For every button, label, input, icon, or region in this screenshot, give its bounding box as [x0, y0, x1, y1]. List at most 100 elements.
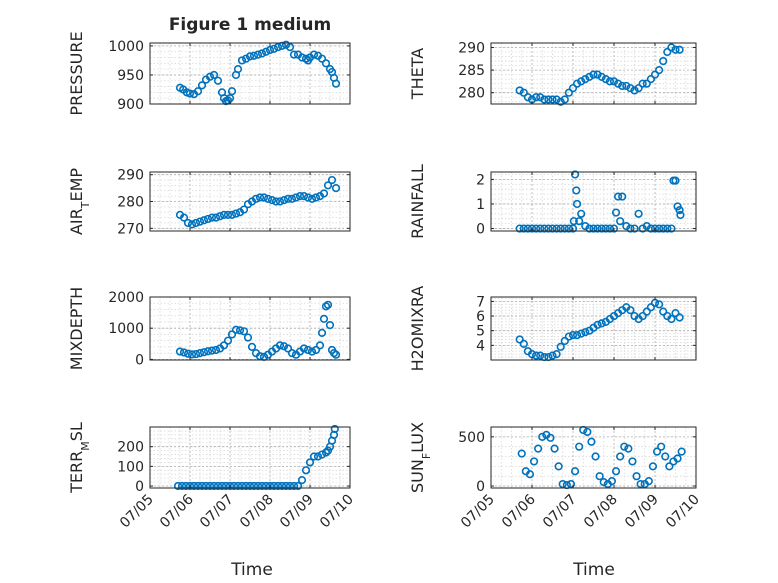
data-point — [536, 351, 545, 360]
data-point — [570, 170, 580, 179]
data-point — [289, 50, 299, 59]
data-point — [593, 224, 602, 233]
data-point — [618, 192, 627, 201]
data-point — [663, 224, 672, 233]
data-point — [185, 481, 195, 491]
data-point — [185, 89, 195, 98]
data-point — [572, 330, 582, 340]
data-point — [205, 481, 215, 491]
data-series — [173, 424, 339, 491]
data-point — [534, 444, 543, 453]
data-point — [581, 75, 590, 84]
data-point — [577, 329, 586, 338]
axes-box — [490, 426, 697, 489]
data-point — [523, 93, 533, 102]
y-tick-label: 200 — [117, 440, 144, 456]
data-point — [589, 224, 598, 233]
data-point — [650, 70, 660, 79]
data-point — [519, 224, 528, 233]
y-tick-label: 270 — [117, 221, 144, 237]
y-tick-label: 0 — [476, 222, 485, 238]
data-point — [265, 481, 275, 491]
y-axis-label: PRESSURE — [67, 31, 86, 115]
data-point — [209, 70, 219, 80]
data-point — [301, 466, 311, 475]
data-point — [179, 213, 189, 222]
data-point — [239, 327, 249, 336]
data-point — [213, 76, 223, 85]
data-point — [538, 432, 547, 441]
data-point — [620, 442, 629, 451]
data-point — [544, 224, 553, 233]
tick-marks — [149, 427, 351, 488]
data-point — [331, 350, 341, 359]
data-point — [628, 457, 637, 466]
data-point — [211, 345, 221, 355]
data-point — [275, 341, 285, 350]
axes-box — [149, 426, 351, 489]
data-point — [548, 224, 557, 233]
data-point — [626, 306, 635, 315]
data-point — [642, 79, 651, 88]
data-point — [243, 333, 253, 342]
data-series — [515, 170, 685, 233]
data-point — [546, 433, 555, 442]
data-point — [634, 84, 643, 93]
data-point — [275, 197, 285, 206]
data-point — [281, 40, 291, 49]
y-axis-label: RAINFALL — [408, 164, 427, 239]
data-point — [587, 437, 596, 446]
data-point — [223, 336, 233, 345]
data-point — [624, 444, 633, 453]
data-point — [303, 193, 313, 202]
data-point — [273, 481, 283, 491]
data-point — [323, 446, 333, 455]
data-point — [665, 462, 674, 471]
data-point — [251, 194, 261, 203]
data-point — [564, 88, 574, 97]
data-point — [309, 50, 319, 59]
data-point — [207, 213, 217, 222]
y-tick-label: 950 — [117, 68, 144, 84]
data-point — [676, 210, 685, 220]
data-point — [597, 319, 606, 328]
data-point — [323, 300, 333, 309]
data-point — [556, 97, 565, 106]
data-point — [552, 224, 561, 233]
data-point — [572, 199, 582, 209]
data-point — [309, 452, 319, 461]
data-point — [527, 224, 537, 233]
tick-marks — [490, 427, 697, 488]
data-point — [556, 342, 565, 351]
data-point — [540, 95, 549, 104]
data-point — [227, 210, 237, 220]
data-point — [622, 81, 631, 91]
y-tick-label: 0 — [476, 479, 485, 495]
data-point — [297, 476, 307, 485]
data-point — [281, 481, 291, 491]
data-point — [325, 320, 335, 330]
data-point — [548, 351, 557, 360]
data-point — [552, 95, 561, 104]
data-point — [199, 216, 209, 225]
axes-box — [490, 296, 697, 361]
tick-marks — [490, 172, 697, 231]
y-axis-label: H2OMIXRA — [408, 286, 427, 372]
figure-title: Figure 1 medium — [169, 15, 331, 35]
data-point — [237, 481, 247, 491]
data-point — [654, 300, 664, 309]
axes-box — [149, 42, 351, 105]
data-point — [327, 175, 337, 185]
data-point — [597, 224, 606, 233]
data-point — [675, 313, 684, 322]
tick-marks — [149, 172, 351, 231]
data-point — [564, 224, 574, 233]
data-point — [239, 205, 249, 214]
data-point — [550, 444, 559, 453]
data-point — [227, 330, 237, 339]
data-point — [677, 447, 686, 456]
data-point — [650, 224, 660, 233]
data-point — [279, 196, 289, 205]
